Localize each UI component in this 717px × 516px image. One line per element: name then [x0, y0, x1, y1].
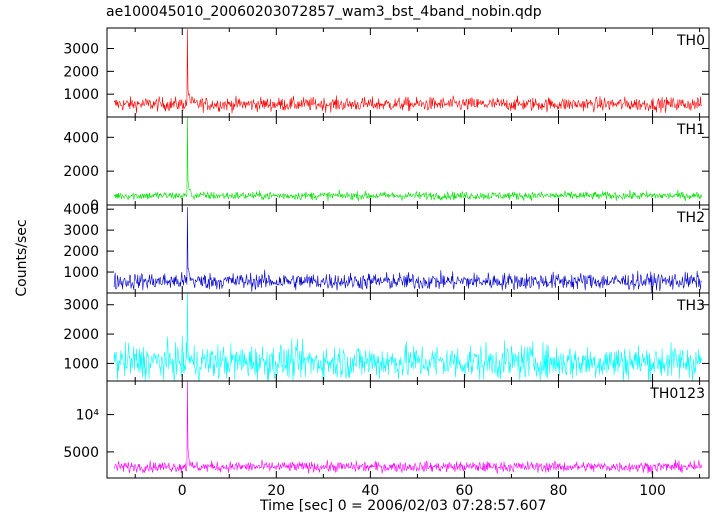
- series-line-th2: [113, 207, 702, 294]
- y-tick-label: 3000: [63, 42, 99, 58]
- x-tick-label: 40: [361, 483, 379, 499]
- panel-label-th1: TH1: [676, 122, 705, 138]
- y-tick-label: 3000: [63, 223, 99, 239]
- panel-frame-th1: [106, 116, 710, 206]
- y-tick-label: 1000: [63, 265, 99, 281]
- y-tick-label: 2000: [63, 64, 99, 80]
- panel-label-th0123: TH0123: [649, 386, 705, 402]
- x-tick-label: 80: [550, 483, 568, 499]
- y-tick-label: 0: [90, 198, 99, 214]
- panel-frame-th0123: [106, 380, 710, 479]
- series-line-th1: [113, 116, 702, 202]
- y-tick-label: 10⁴: [76, 408, 100, 424]
- y-tick-label: 4000: [63, 202, 99, 218]
- panel-label-th0: TH0: [676, 33, 705, 49]
- y-tick-label: 1000: [63, 356, 99, 372]
- x-tick-label: 100: [639, 483, 666, 499]
- y-tick-label: 2000: [63, 327, 99, 343]
- y-tick-label: 1000: [63, 87, 99, 103]
- series-line-th3: [113, 292, 702, 382]
- y-tick-label: 3000: [63, 298, 99, 314]
- panel-label-th3: TH3: [676, 298, 705, 314]
- x-tick-label: 60: [456, 483, 474, 499]
- series-line-th0: [113, 29, 702, 114]
- y-tick-label: 4000: [63, 130, 99, 146]
- y-tick-label: 5000: [63, 445, 99, 461]
- panel-label-th2: TH2: [676, 210, 705, 226]
- series-line-th0123: [113, 380, 702, 474]
- y-tick-label: 2000: [63, 164, 99, 180]
- chart-title: ae100045010_20060203072857_wam3_bst_4ban…: [106, 4, 542, 20]
- x-tick-label: 20: [267, 483, 285, 499]
- y-tick-label: 2000: [63, 244, 99, 260]
- x-axis-label: Time [sec] 0 = 2006/02/03 07:28:57.607: [260, 498, 547, 514]
- x-tick-label: 0: [178, 483, 187, 499]
